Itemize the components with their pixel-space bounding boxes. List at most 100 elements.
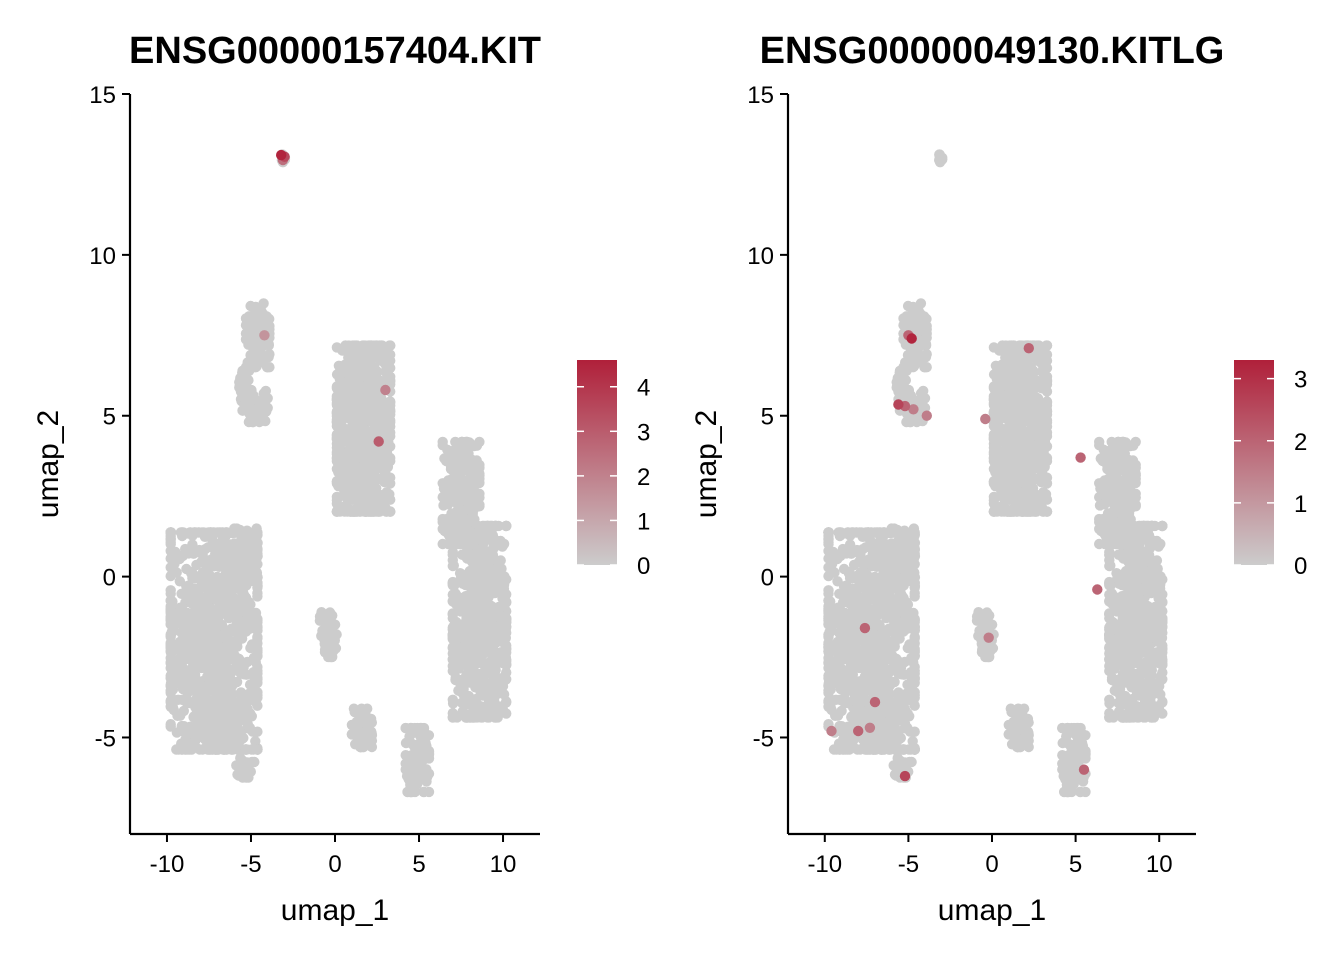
cell-point	[257, 407, 268, 418]
cell-point	[240, 744, 251, 755]
cell-point	[482, 521, 494, 532]
cell-point	[823, 595, 834, 606]
cell-point	[227, 541, 238, 552]
cell-point	[382, 418, 394, 429]
cell-point	[361, 452, 372, 463]
cell-point	[331, 434, 343, 445]
cell-point	[331, 629, 342, 640]
cell-point	[474, 436, 485, 448]
cell-point	[825, 661, 836, 672]
cell-point	[407, 738, 418, 750]
cell-point	[447, 698, 459, 709]
cell-point	[366, 343, 377, 354]
cell-point	[348, 428, 360, 440]
cell-point	[474, 501, 485, 512]
cell-point	[890, 628, 901, 640]
cell-point	[873, 642, 884, 654]
cell-point	[350, 415, 361, 426]
cell-point	[493, 621, 504, 632]
cell-point	[841, 548, 852, 559]
cell-point	[346, 469, 357, 480]
cell-point	[252, 668, 263, 679]
cell-point	[196, 545, 207, 556]
cell-point	[489, 565, 500, 577]
cell-point	[491, 520, 502, 532]
cell-point	[462, 662, 474, 673]
cell-point	[336, 406, 348, 418]
cell-point	[241, 669, 252, 680]
cell-point	[327, 610, 338, 621]
cell-point	[493, 601, 505, 613]
cell-point	[365, 409, 377, 420]
cell-point	[205, 660, 216, 671]
cell-point	[190, 741, 201, 753]
cell-point	[219, 692, 230, 703]
cell-point	[175, 602, 186, 613]
cell-point	[238, 757, 249, 768]
cell-point	[407, 753, 418, 764]
cell-point	[498, 676, 509, 688]
cell-point	[221, 606, 233, 618]
color-bar	[577, 360, 617, 565]
cell-point	[184, 685, 196, 697]
cell-point	[232, 628, 243, 640]
cell-point	[365, 400, 376, 411]
cell-point	[165, 719, 176, 730]
cell-point	[461, 486, 473, 497]
cell-point	[886, 696, 898, 708]
cell-point	[365, 732, 376, 743]
cell-point	[876, 632, 887, 643]
cell-point	[252, 726, 263, 737]
cell-point	[458, 596, 469, 607]
cell-point	[377, 352, 388, 363]
cell-point	[485, 647, 497, 659]
cell-point	[237, 657, 248, 668]
cell-point	[242, 719, 253, 730]
cell-point	[190, 731, 201, 743]
cell-point	[437, 538, 448, 550]
cell-point	[236, 543, 248, 555]
cell-point	[456, 436, 467, 448]
cell-point	[213, 699, 224, 710]
cell-point	[335, 425, 346, 437]
cell-point	[1008, 340, 1020, 351]
cell-point	[165, 695, 176, 706]
cell-point	[909, 726, 920, 737]
cell-point	[469, 554, 481, 565]
cell-point	[1005, 401, 1016, 412]
cell-point	[1027, 376, 1038, 387]
cell-point	[823, 646, 834, 657]
cell-point	[445, 452, 457, 463]
cell-point	[990, 360, 1002, 371]
cell-point	[185, 584, 196, 595]
cell-point	[988, 342, 1000, 353]
cell-point	[491, 689, 502, 700]
cell-point	[165, 534, 176, 545]
cell-point	[1038, 410, 1050, 421]
cell-point	[451, 712, 463, 723]
cell-point	[988, 369, 1000, 380]
expressing-cell-point	[373, 436, 384, 447]
cell-point	[462, 699, 473, 710]
cell-point	[1033, 352, 1045, 363]
cell-point	[165, 595, 176, 606]
cell-point	[501, 520, 512, 532]
y-axis-label: umap_2	[32, 410, 65, 518]
cell-point	[894, 657, 906, 668]
cell-point	[475, 669, 486, 681]
expressing-cells	[259, 149, 391, 447]
cell-point	[221, 530, 232, 541]
cell-point	[906, 652, 917, 663]
cell-point	[474, 488, 485, 499]
cell-point	[906, 613, 917, 625]
cell-point	[876, 550, 887, 561]
cell-point	[874, 620, 885, 631]
cell-point	[851, 716, 862, 728]
cell-point	[263, 338, 274, 350]
cell-point	[888, 595, 899, 606]
cell-point	[446, 489, 457, 500]
cell-point	[202, 684, 213, 695]
cell-point	[423, 749, 435, 760]
cell-point	[437, 523, 448, 535]
